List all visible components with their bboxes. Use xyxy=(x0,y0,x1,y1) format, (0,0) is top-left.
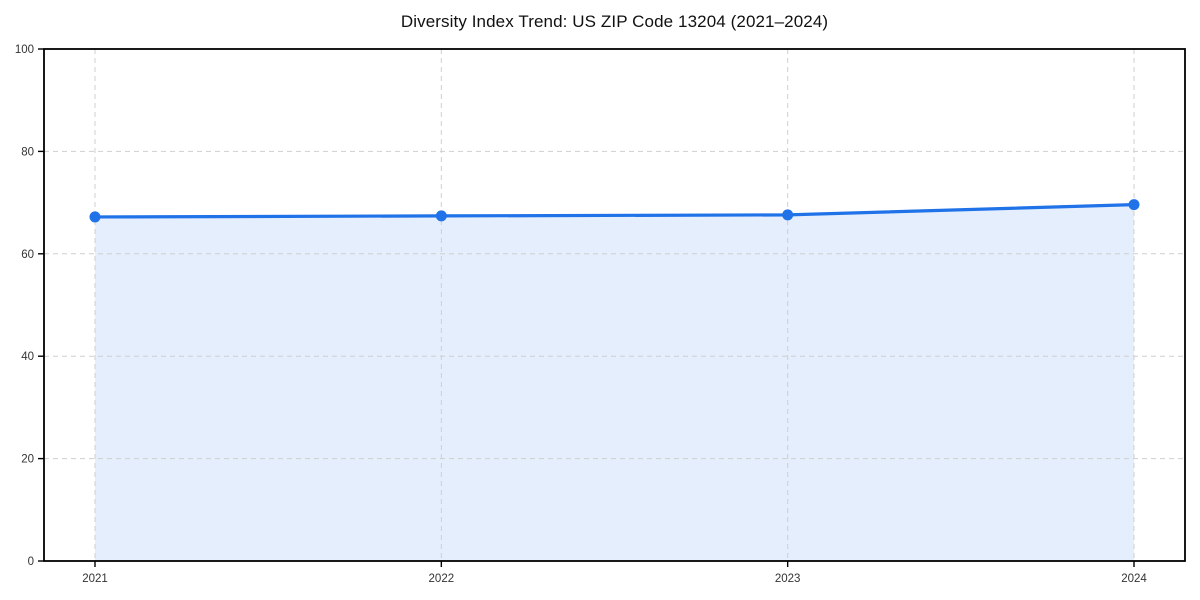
x-tick-label: 2023 xyxy=(775,573,801,585)
x-tick-label: 2024 xyxy=(1121,573,1147,585)
trend-line xyxy=(93,203,1136,219)
y-tick-label: 0 xyxy=(28,556,34,568)
data-point-2024 xyxy=(1128,199,1140,211)
y-tick-label: 80 xyxy=(21,146,34,158)
x-tick-label: 2022 xyxy=(429,573,455,585)
x-tick-label: 2021 xyxy=(82,573,108,585)
plot-border xyxy=(43,48,1186,562)
y-tick-label: 100 xyxy=(15,44,34,56)
y-tick-label: 40 xyxy=(21,351,34,363)
data-point-2023 xyxy=(782,209,794,221)
data-point-2021 xyxy=(89,211,101,223)
area-fill xyxy=(95,204,1134,561)
y-tick-label: 20 xyxy=(21,454,34,466)
y-tick-label: 60 xyxy=(21,249,34,261)
chart-title: Diversity Index Trend: US ZIP Code 13204… xyxy=(400,12,829,31)
data-point-2022 xyxy=(435,210,447,222)
